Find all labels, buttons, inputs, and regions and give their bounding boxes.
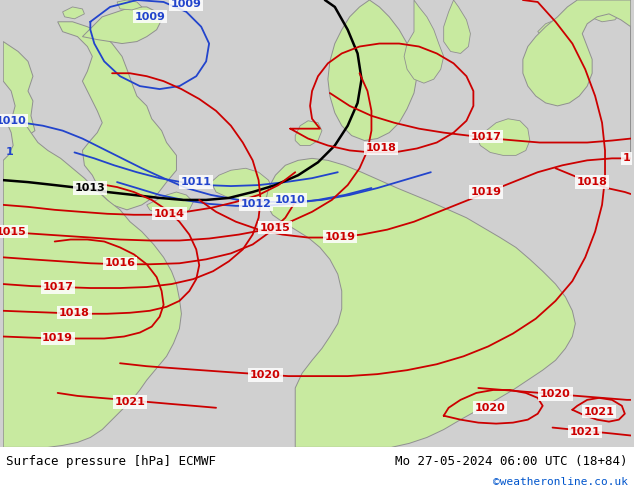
Text: 1: 1 [5, 147, 13, 157]
Polygon shape [295, 121, 322, 146]
Text: 1020: 1020 [540, 389, 571, 399]
Polygon shape [63, 7, 84, 19]
Polygon shape [82, 7, 162, 44]
Text: 1019: 1019 [471, 187, 501, 197]
Text: ©weatheronline.co.uk: ©weatheronline.co.uk [493, 477, 628, 488]
Text: 1013: 1013 [75, 183, 106, 193]
Text: 1014: 1014 [154, 209, 185, 219]
Text: 1021: 1021 [570, 426, 600, 437]
Polygon shape [3, 119, 181, 447]
Text: 1020: 1020 [475, 403, 505, 413]
Text: 1011: 1011 [181, 177, 212, 187]
Text: Mo 27-05-2024 06:00 UTC (18+84): Mo 27-05-2024 06:00 UTC (18+84) [395, 455, 628, 467]
Text: 1010: 1010 [0, 116, 27, 126]
Text: 1019: 1019 [42, 334, 73, 343]
Text: 1015: 1015 [0, 226, 27, 237]
Polygon shape [444, 0, 470, 53]
Polygon shape [328, 0, 417, 141]
Polygon shape [404, 0, 444, 83]
Text: 1017: 1017 [471, 132, 501, 142]
Text: 1019: 1019 [324, 232, 355, 242]
Text: 1009: 1009 [171, 0, 202, 9]
Polygon shape [587, 0, 622, 22]
Text: 1012: 1012 [240, 199, 271, 209]
Polygon shape [3, 42, 35, 136]
Text: 1020: 1020 [250, 370, 281, 380]
Text: 1018: 1018 [577, 177, 607, 187]
Text: 1017: 1017 [42, 282, 73, 292]
Text: Surface pressure [hPa] ECMWF: Surface pressure [hPa] ECMWF [6, 455, 216, 467]
Text: 1: 1 [623, 153, 631, 163]
Polygon shape [146, 192, 193, 218]
Text: 1009: 1009 [134, 12, 165, 22]
Text: 1010: 1010 [275, 195, 306, 205]
Polygon shape [117, 0, 142, 10]
Text: 1018: 1018 [59, 308, 90, 318]
Text: 1021: 1021 [115, 397, 145, 407]
Text: 1015: 1015 [260, 222, 291, 233]
Polygon shape [538, 20, 567, 40]
Polygon shape [478, 119, 530, 155]
Polygon shape [523, 0, 631, 160]
Polygon shape [58, 22, 176, 210]
Polygon shape [266, 158, 575, 447]
Text: 1018: 1018 [366, 144, 397, 153]
Text: 1016: 1016 [105, 258, 136, 269]
Polygon shape [211, 168, 273, 202]
Text: 1021: 1021 [584, 407, 614, 416]
